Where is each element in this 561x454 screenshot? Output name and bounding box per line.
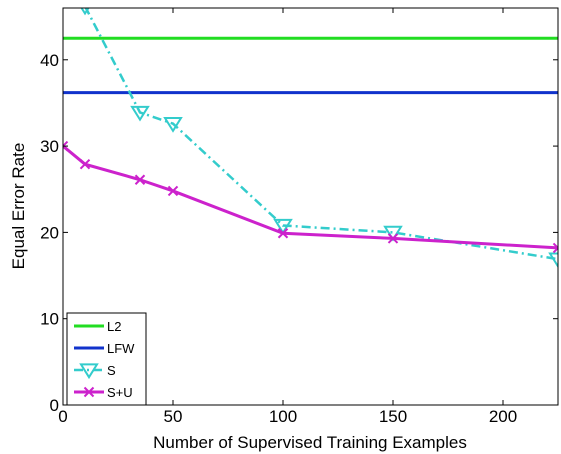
legend-box <box>66 312 147 406</box>
data-point <box>134 174 146 185</box>
data-point <box>130 105 150 122</box>
x-tick-label: 100 <box>269 407 297 426</box>
x-tick-label: 150 <box>379 407 407 426</box>
series-line <box>84 8 558 261</box>
data-point <box>548 252 558 269</box>
data-point <box>277 228 289 239</box>
y-tick-label: 40 <box>40 51 59 70</box>
x-tick-label: 50 <box>164 407 183 426</box>
legend-label: L2 <box>107 319 121 334</box>
y-tick-label: 20 <box>40 223 59 242</box>
data-point <box>63 140 69 152</box>
x-tick-label: 200 <box>489 407 517 426</box>
legend-label: S <box>107 363 116 378</box>
data-point <box>80 8 90 16</box>
series-s <box>80 8 558 269</box>
y-tick-label: 30 <box>40 137 59 156</box>
legend-label: S+U <box>107 385 133 400</box>
data-point <box>273 218 293 235</box>
series-s-u <box>63 140 558 254</box>
axis-ticks: 0 50 100 150 200 0 10 20 30 40 <box>40 8 558 426</box>
data-point <box>79 159 91 170</box>
data-point <box>552 242 558 254</box>
y-axis-title: Equal Error Rate <box>9 143 28 270</box>
plot-frame <box>62 7 559 406</box>
data-point <box>163 117 183 133</box>
data-point <box>167 185 179 197</box>
legend: L2 LFW S S+U <box>66 312 147 406</box>
series-line <box>63 144 558 250</box>
plot-area <box>63 8 558 269</box>
legend-label: LFW <box>107 341 135 356</box>
legend-marker <box>83 386 95 398</box>
legend-marker <box>79 363 99 380</box>
y-tick-label: 0 <box>50 396 59 415</box>
x-axis-title: Number of Supervised Training Examples <box>153 433 467 452</box>
data-point <box>383 225 403 242</box>
data-point <box>387 233 399 244</box>
x-tick-label: 0 <box>58 407 67 426</box>
y-tick-label: 10 <box>40 310 59 329</box>
